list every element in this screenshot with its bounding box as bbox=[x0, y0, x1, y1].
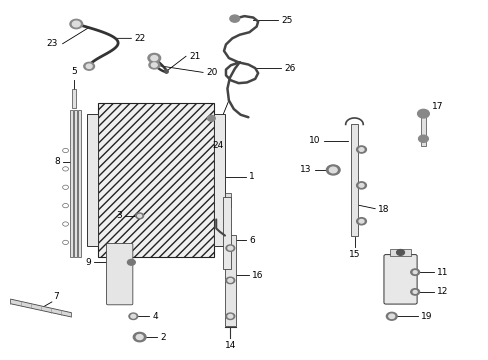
Circle shape bbox=[356, 146, 366, 153]
Circle shape bbox=[417, 109, 428, 118]
Circle shape bbox=[412, 291, 416, 293]
Circle shape bbox=[225, 245, 234, 251]
Text: 20: 20 bbox=[206, 68, 217, 77]
Circle shape bbox=[151, 55, 158, 60]
Circle shape bbox=[356, 182, 366, 189]
Text: 23: 23 bbox=[47, 39, 58, 48]
Circle shape bbox=[396, 249, 404, 255]
Text: 2: 2 bbox=[160, 333, 165, 342]
Bar bbox=[389, 249, 410, 256]
Circle shape bbox=[131, 315, 136, 318]
Text: 10: 10 bbox=[308, 136, 320, 145]
Text: 3: 3 bbox=[116, 211, 122, 220]
Circle shape bbox=[410, 269, 419, 275]
Bar bbox=[72, 89, 76, 108]
Bar bbox=[222, 197, 231, 269]
Circle shape bbox=[412, 271, 416, 274]
Text: 18: 18 bbox=[377, 205, 388, 214]
Bar bbox=[70, 110, 73, 257]
Circle shape bbox=[127, 260, 135, 265]
Circle shape bbox=[358, 220, 363, 223]
Bar bbox=[74, 110, 77, 257]
Text: 7: 7 bbox=[53, 292, 59, 301]
Circle shape bbox=[72, 21, 80, 27]
Circle shape bbox=[329, 167, 336, 173]
Text: 4: 4 bbox=[153, 312, 158, 321]
Text: 22: 22 bbox=[135, 34, 146, 43]
Text: 15: 15 bbox=[348, 250, 360, 259]
Text: 17: 17 bbox=[431, 102, 442, 111]
Circle shape bbox=[70, 19, 82, 29]
Bar bbox=[224, 235, 235, 326]
Circle shape bbox=[356, 218, 366, 225]
Bar bbox=[214, 114, 224, 246]
Text: 6: 6 bbox=[249, 236, 255, 245]
Circle shape bbox=[229, 15, 239, 22]
Circle shape bbox=[386, 312, 396, 320]
Text: 21: 21 bbox=[189, 52, 201, 61]
Text: 5: 5 bbox=[71, 67, 77, 76]
Text: 1: 1 bbox=[249, 172, 255, 181]
Circle shape bbox=[129, 313, 138, 319]
Circle shape bbox=[207, 116, 215, 121]
Circle shape bbox=[227, 246, 232, 250]
Text: 25: 25 bbox=[281, 16, 292, 25]
Bar bbox=[224, 193, 230, 207]
Circle shape bbox=[148, 53, 160, 63]
Text: 11: 11 bbox=[436, 268, 447, 277]
Circle shape bbox=[151, 63, 157, 67]
Circle shape bbox=[418, 135, 427, 142]
Bar bbox=[420, 110, 425, 146]
Circle shape bbox=[358, 148, 363, 151]
Circle shape bbox=[227, 315, 232, 318]
Circle shape bbox=[225, 313, 234, 319]
Circle shape bbox=[136, 334, 143, 339]
Circle shape bbox=[138, 215, 142, 217]
Bar bbox=[87, 114, 98, 246]
Text: 19: 19 bbox=[420, 312, 431, 321]
Circle shape bbox=[410, 289, 419, 295]
Bar bbox=[78, 110, 81, 257]
Bar bbox=[98, 103, 214, 257]
Circle shape bbox=[86, 64, 92, 68]
Text: 9: 9 bbox=[85, 258, 91, 267]
Circle shape bbox=[136, 213, 143, 219]
Circle shape bbox=[227, 279, 232, 282]
Circle shape bbox=[225, 277, 234, 284]
Text: 16: 16 bbox=[251, 270, 263, 279]
Text: 14: 14 bbox=[224, 341, 236, 350]
Text: 26: 26 bbox=[284, 64, 295, 73]
Text: 12: 12 bbox=[436, 287, 447, 296]
FancyBboxPatch shape bbox=[383, 255, 416, 304]
Text: 13: 13 bbox=[300, 166, 311, 175]
Circle shape bbox=[358, 184, 363, 187]
Circle shape bbox=[388, 314, 394, 319]
Circle shape bbox=[83, 62, 94, 70]
Circle shape bbox=[149, 61, 159, 69]
Text: 24: 24 bbox=[212, 141, 223, 150]
FancyBboxPatch shape bbox=[106, 243, 133, 305]
Text: 8: 8 bbox=[54, 157, 60, 166]
Circle shape bbox=[133, 332, 146, 342]
Circle shape bbox=[326, 165, 339, 175]
Bar bbox=[350, 125, 357, 235]
Polygon shape bbox=[10, 299, 71, 317]
